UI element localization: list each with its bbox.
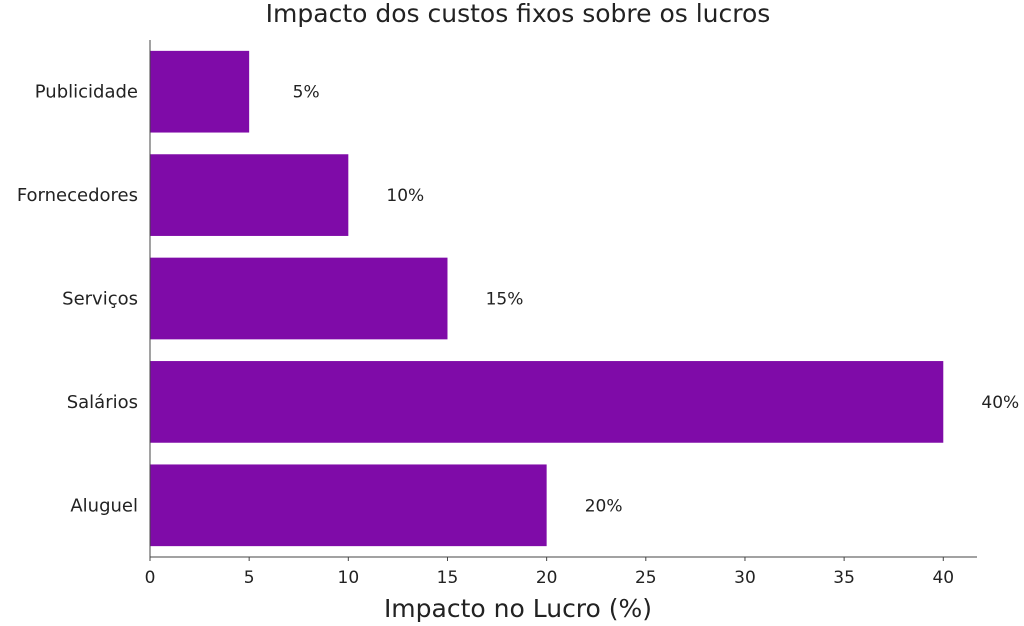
x-tick-label-20: 20 [536,568,558,588]
x-tick-label-25: 25 [635,568,657,588]
data-label-publicidade: 5% [293,83,320,103]
category-label-fornecedores: Fornecedores [17,185,138,206]
category-label-aluguel: Aluguel [70,495,138,516]
data-labels-group: 5% 10% 15% 40% 20% [293,83,1020,517]
category-labels-group: Publicidade Fornecedores Serviços Salários A… [17,82,138,517]
x-tick-label-10: 10 [338,568,360,588]
bar-salarios [150,361,944,443]
x-tick-label-5: 5 [244,568,255,588]
data-label-fornecedores: 10% [386,186,424,206]
x-tick-label-0: 0 [145,568,156,588]
data-label-salarios: 40% [981,393,1019,413]
x-tick-label-15: 15 [437,568,459,588]
bar-aluguel [150,464,547,547]
category-label-servicos: Serviços [62,289,138,310]
bar-servicos [150,257,448,340]
category-label-publicidade: Publicidade [35,82,138,103]
bar-publicidade [150,50,250,133]
category-label-salarios: Salários [67,392,138,413]
bars-group [150,50,944,547]
bar-fornecedores [150,154,349,236]
x-tick-label-40: 40 [932,568,954,588]
data-label-aluguel: 20% [585,496,623,516]
data-label-servicos: 15% [486,290,524,310]
x-axis-label: Impacto no Lucro (%) [384,594,652,623]
x-ticks-group: 0 5 10 15 20 25 30 35 40 [145,557,954,588]
x-tick-label-30: 30 [734,568,756,588]
chart-title: Impacto dos custos fixos sobre os lucros [266,0,771,28]
x-tick-label-35: 35 [833,568,855,588]
